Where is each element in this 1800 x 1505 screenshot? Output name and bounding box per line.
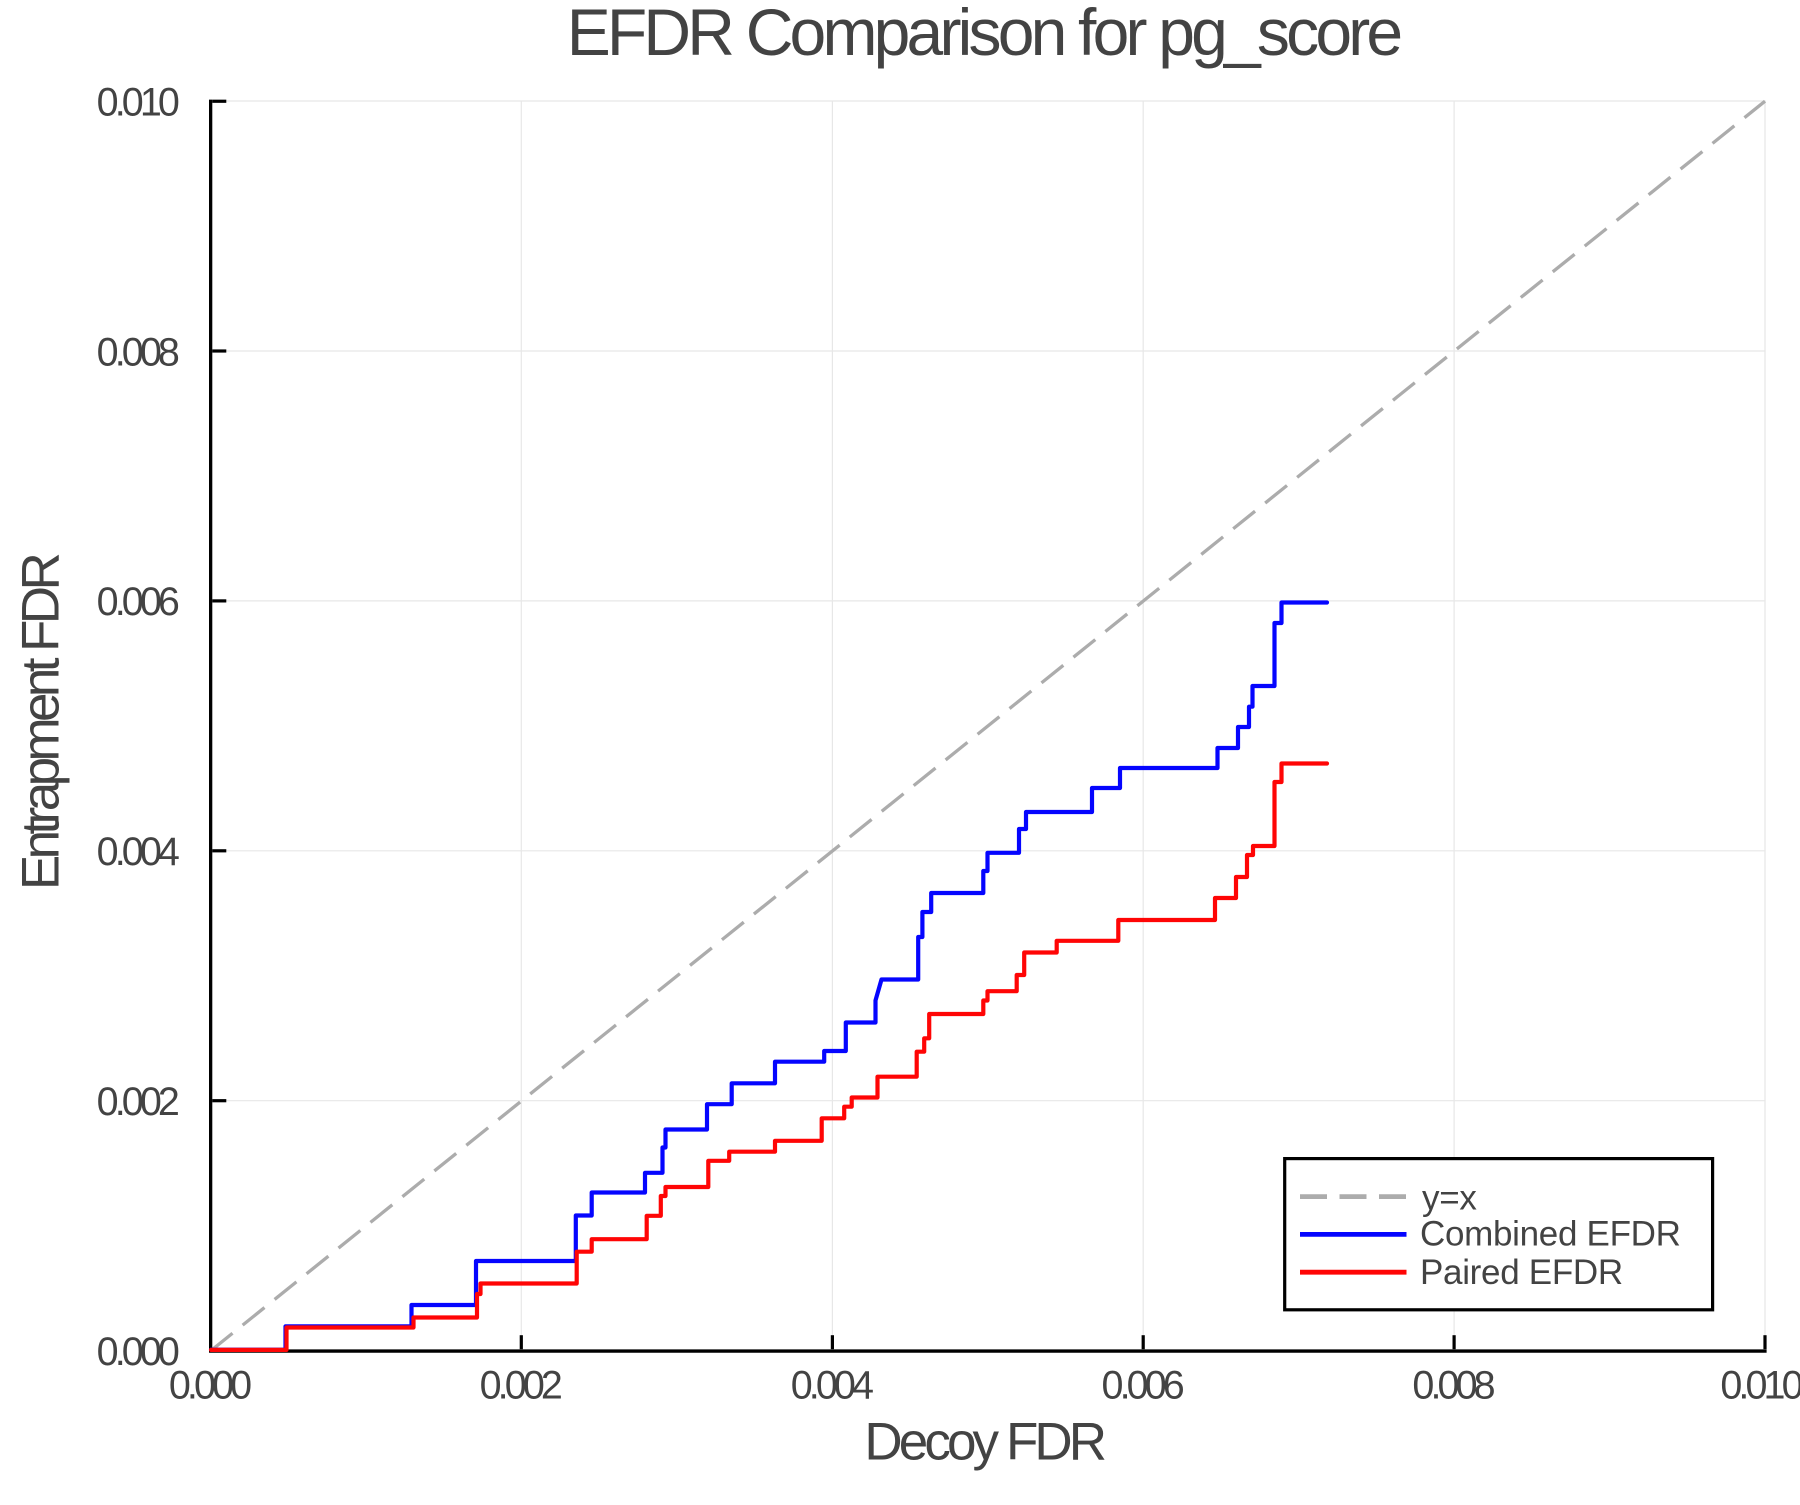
svg-text:Entrapment FDR: Entrapment FDR [11,555,70,891]
svg-text:0.002: 0.002 [480,1364,561,1408]
svg-text:0.010: 0.010 [97,81,179,125]
svg-text:0.004: 0.004 [791,1364,873,1408]
svg-text:Decoy FDR: Decoy FDR [864,1413,1104,1472]
svg-text:0.008: 0.008 [1412,1364,1494,1408]
svg-text:0.000: 0.000 [169,1364,251,1408]
svg-text:Combined EFDR: Combined EFDR [1420,1215,1681,1254]
svg-text:0.006: 0.006 [1102,1364,1184,1408]
svg-text:y=x: y=x [1422,1179,1477,1218]
svg-text:0.006: 0.006 [97,580,179,624]
svg-text:0.008: 0.008 [97,330,179,374]
svg-text:0.010: 0.010 [1720,1364,1800,1408]
svg-text:0.002: 0.002 [97,1080,178,1124]
svg-text:EFDR Comparison for pg_score: EFDR Comparison for pg_score [567,0,1401,69]
svg-text:0.000: 0.000 [97,1330,179,1374]
svg-text:Paired EFDR: Paired EFDR [1420,1253,1623,1292]
svg-text:0.004: 0.004 [97,830,179,874]
